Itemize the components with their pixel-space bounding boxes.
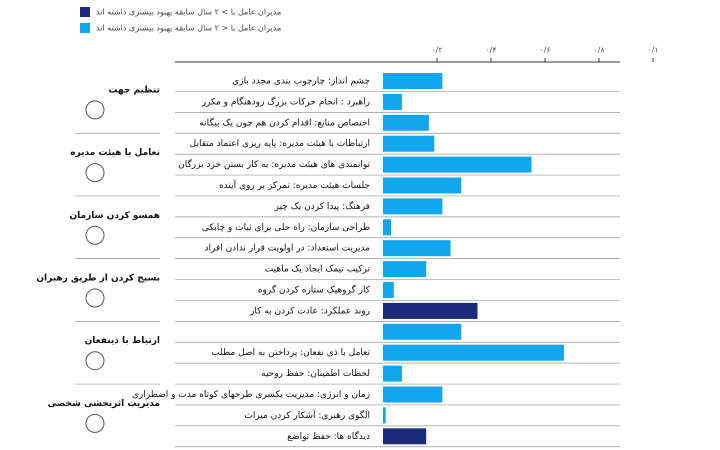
bar — [383, 198, 443, 215]
category-label: روند عملکرد: عادت کردن به کار — [249, 306, 370, 316]
group-label: مدیریت اثربخشی شخصی — [48, 399, 160, 409]
bar — [383, 177, 462, 194]
group-icon — [85, 351, 105, 371]
bar — [383, 114, 429, 131]
category-label: فرهنگ: پیدا کردن یک چیز — [274, 200, 370, 212]
category-label: طراحی سازمان: راه حلی برای ثبات و چابکی — [202, 223, 370, 233]
bar — [383, 219, 392, 236]
x-tick-label: ۰/۶ — [539, 46, 550, 55]
category-label: مدیریت استعداد: در اولویت قرار ندادن افر… — [204, 244, 370, 254]
bar — [383, 156, 532, 173]
category-label: ارتباطات با هیئت مدیره: پایه ریزی اعتماد… — [190, 139, 370, 149]
x-tick-label: ۰/۴ — [485, 46, 496, 55]
category-label: لحظات اطمینان: حفظ روحیه — [261, 369, 370, 379]
group-label: بسیج کردن از طریق رهبران — [36, 274, 160, 284]
legend-label: مدیران عامل با < ۲ سال سابقه بهبود بیشتر… — [96, 24, 281, 33]
category-label: جلسات هیئت مدیره: تمرکز بر روی آینده — [219, 179, 370, 191]
bar — [383, 261, 427, 278]
bar — [383, 135, 435, 152]
bar — [383, 323, 462, 340]
x-tick-label: ۰/۱ — [647, 46, 658, 55]
x-tick-label: ۰/۸ — [593, 46, 605, 55]
category-label: ترکیب تیمک ایجاد یک ماهیت — [265, 265, 371, 275]
bar — [383, 240, 451, 257]
legend-swatch — [80, 23, 90, 33]
bar — [383, 73, 443, 89]
bar — [383, 302, 478, 319]
group-icon — [85, 288, 105, 308]
category-label: الگوی رهبری: آشکار کردن میراث — [244, 409, 370, 421]
group-label: همسو کردن سازمان — [69, 211, 160, 221]
legend-label: مدیران عامل با > ۲ سال سابقه بهبود بیشتر… — [96, 8, 281, 17]
category-label: اختصاص منابع: اقدام کردن هم چون یک بیگان… — [199, 116, 370, 128]
group-label: تنظیم جهت — [108, 85, 160, 95]
group-icon — [85, 413, 105, 433]
group-icon — [85, 100, 105, 120]
bar — [383, 282, 394, 298]
category-label: تعامل با ذی نفعان: پرداختن به اصل مطلب — [211, 348, 370, 358]
group-icon — [85, 225, 105, 245]
bar — [383, 365, 402, 382]
category-label: توانمندی های هیئت مدیره: به کار بستن خرد… — [178, 158, 370, 170]
x-tick-label: ۰/۲ — [431, 46, 442, 55]
group-icon — [85, 163, 105, 183]
group-label: تعامل با هیئت مدیره — [70, 148, 160, 158]
bar — [383, 93, 402, 110]
group-label: ارتباط با ذینفعان — [85, 336, 160, 346]
bar — [383, 344, 564, 361]
category-label: زمان و انرژی: مدیریت یکسری طرحهای کوتاه … — [132, 390, 370, 400]
bar — [383, 428, 427, 445]
category-label: چشم انداز: چارچوب بندی مجدد بازی — [232, 77, 370, 87]
category-label: کار گروهیک ستاره کردن گروه — [258, 284, 371, 296]
bar — [383, 386, 443, 403]
legend-swatch — [80, 7, 90, 17]
category-label: دیدگاه ها: حفظ تواضع — [287, 430, 370, 442]
bar — [383, 407, 386, 424]
category-label: راهبرد : انجام حرکات بزرگ زودهنگام و مکر… — [201, 95, 370, 107]
